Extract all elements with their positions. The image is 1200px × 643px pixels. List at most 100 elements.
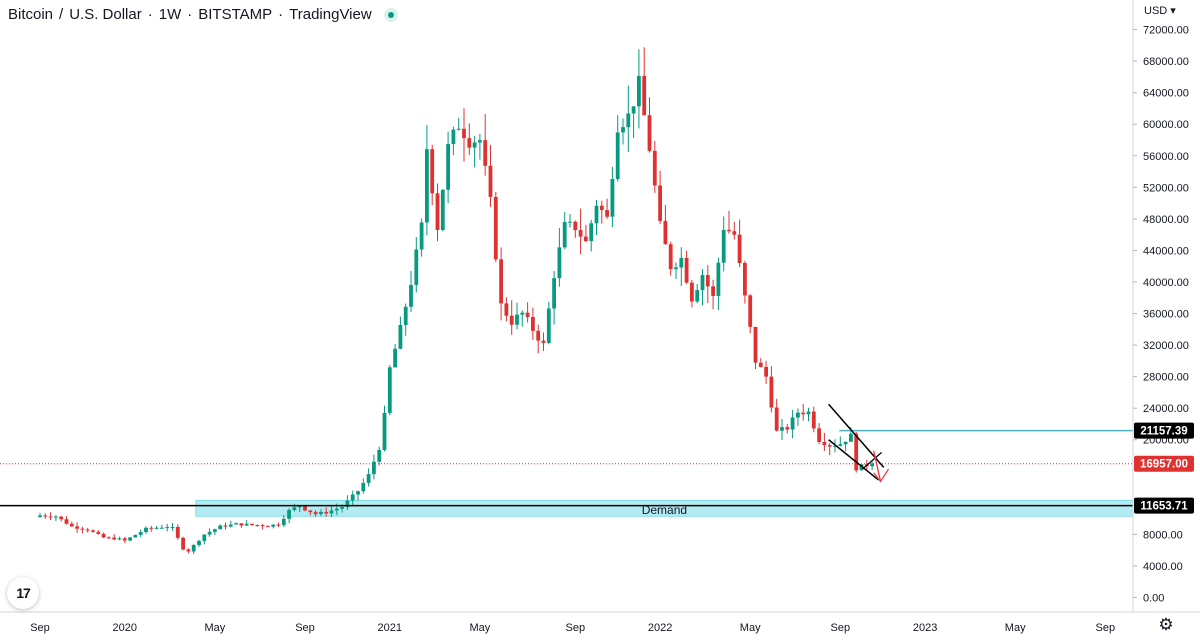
candle-body <box>117 538 122 540</box>
candle-body <box>133 534 138 538</box>
symbol-name[interactable]: Bitcoin <box>8 6 54 23</box>
candle-body <box>690 282 694 302</box>
current-price-tag-bg <box>1134 455 1194 472</box>
candle-body <box>43 515 48 517</box>
candle-body <box>573 221 578 231</box>
candle-body <box>817 428 821 443</box>
time-axis[interactable]: Sep 2020 May Sep 2021 May Sep 2022 May Sep 2023 May… <box>0 611 1200 634</box>
logo-text: 17 <box>16 585 31 601</box>
candle-body <box>727 229 731 232</box>
candle-body <box>297 505 302 508</box>
candle-body <box>69 523 74 527</box>
price-tick-label: 36000.00 <box>1143 309 1189 321</box>
candle-body <box>578 230 583 237</box>
candle-body <box>833 445 837 447</box>
projection-arrow-shaft <box>873 450 882 482</box>
gear-icon[interactable]: ⚙ <box>1158 615 1174 634</box>
candle-body <box>218 525 223 530</box>
candle-body <box>642 75 647 116</box>
candle-body <box>462 128 466 139</box>
candle-body <box>716 262 721 296</box>
candle-body <box>186 549 191 552</box>
candle-body <box>38 515 42 518</box>
candle-body <box>854 433 859 471</box>
currency-label: USD <box>1144 5 1168 17</box>
candle-body <box>843 441 848 445</box>
price-tick-label: 60000.00 <box>1143 119 1189 131</box>
candle-body <box>425 149 429 223</box>
candle-body <box>165 527 170 529</box>
candle-body <box>870 463 874 467</box>
candle-body <box>255 524 260 526</box>
header-separator: / <box>59 6 64 23</box>
candle-body <box>175 526 180 538</box>
price-tick-label: 24000.00 <box>1143 403 1189 415</box>
candle-body <box>382 412 387 450</box>
candle-body <box>451 129 456 145</box>
header-separator: · <box>147 6 153 23</box>
candle-body <box>393 348 397 368</box>
time-tick-label: Sep <box>30 622 50 634</box>
candle-body <box>525 312 530 317</box>
quote-currency: U.S. Dollar <box>69 6 142 23</box>
candle-body <box>160 527 164 529</box>
candle-body <box>154 527 159 529</box>
candle-body <box>181 537 185 550</box>
resistance-price-tag: 21157.39 <box>1140 426 1187 438</box>
candle-body <box>562 222 567 248</box>
candle-body <box>700 275 705 291</box>
candle-body <box>711 286 715 296</box>
candle-body <box>615 132 620 180</box>
candle-body <box>281 518 286 526</box>
candle-body <box>546 308 551 343</box>
candle-body <box>758 362 763 367</box>
candle-body <box>266 526 270 528</box>
interval[interactable]: 1W <box>158 6 182 23</box>
candle-body <box>647 115 652 151</box>
candle-body <box>213 529 217 532</box>
candle-body <box>499 259 503 304</box>
candle-body <box>414 249 419 285</box>
resistance-price-tag-bg <box>1134 422 1194 439</box>
candle-body <box>59 516 64 520</box>
candle-body <box>101 533 106 538</box>
time-tick-label: May <box>470 622 491 634</box>
candle-body <box>599 205 604 211</box>
candle-body <box>398 324 403 349</box>
candle-body <box>493 196 498 260</box>
candle-body <box>144 527 148 533</box>
price-tick-label: 44000.00 <box>1143 245 1189 257</box>
currency-selector[interactable]: USD ▾ <box>1144 4 1176 17</box>
candle-body <box>827 445 832 447</box>
candle-body <box>515 314 519 325</box>
candle-body <box>197 540 201 546</box>
candle-body <box>292 507 297 511</box>
candle-body <box>621 127 625 133</box>
price-axis[interactable]: 72000.00 68000.00 64000.00 60000.00 56000.00… <box>1132 0 1194 612</box>
candle-body <box>403 306 408 325</box>
candle-body <box>631 106 636 114</box>
candle-body <box>91 530 95 532</box>
candle-body <box>743 262 747 296</box>
candle-body <box>202 534 207 541</box>
candle-body <box>780 427 784 431</box>
candle-body <box>652 150 657 186</box>
candle-body <box>663 220 668 245</box>
candle-body <box>334 508 339 511</box>
candle-body <box>478 140 482 143</box>
price-tick-label: 68000.00 <box>1143 56 1189 68</box>
time-tick-label: 2022 <box>648 622 672 634</box>
candle-body <box>806 411 811 415</box>
candle-body <box>785 427 790 430</box>
candle-body <box>684 257 689 283</box>
candle-body <box>509 315 514 325</box>
candle-body <box>605 210 609 217</box>
tradingview-logo-icon[interactable]: 17 <box>7 577 39 609</box>
candle-body <box>387 367 392 413</box>
candle-body <box>531 316 535 331</box>
platform: TradingView <box>289 6 372 23</box>
candle-body <box>748 295 753 327</box>
candle-body <box>112 537 117 540</box>
market-status-icon[interactable] <box>383 7 398 22</box>
